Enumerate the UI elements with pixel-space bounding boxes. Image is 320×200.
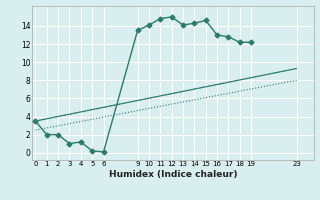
X-axis label: Humidex (Indice chaleur): Humidex (Indice chaleur) [108,170,237,179]
